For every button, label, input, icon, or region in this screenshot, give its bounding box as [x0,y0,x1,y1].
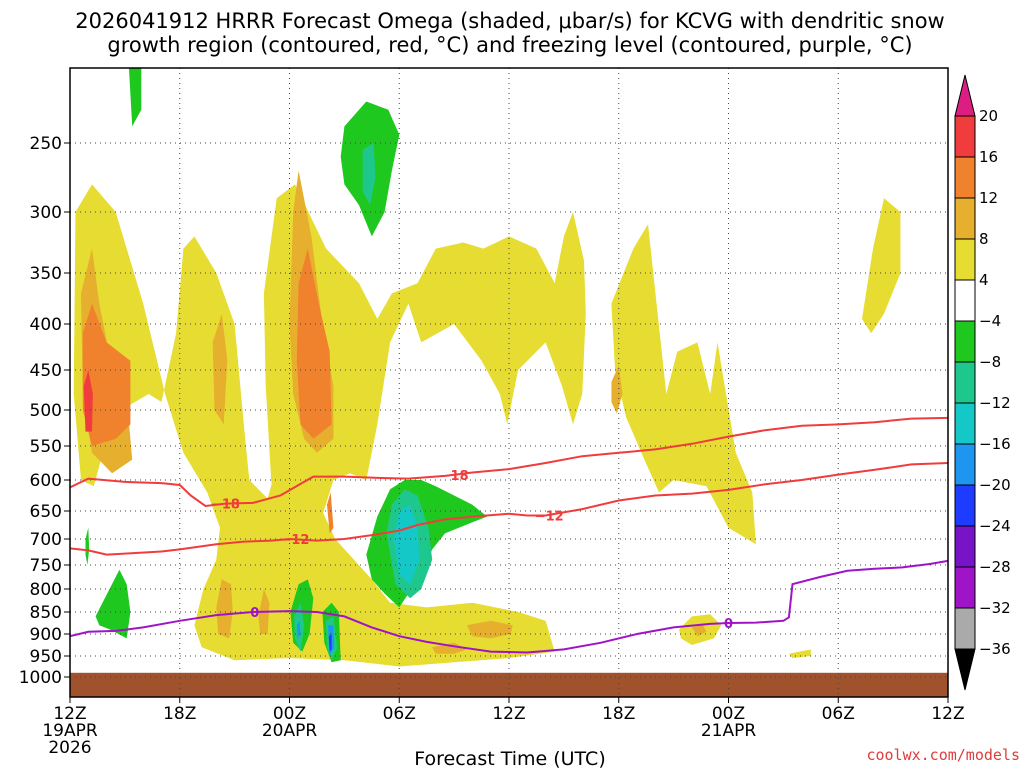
colorbar-tick-label-8: −16 [979,435,1011,453]
x-axis-label: Forecast Time (UTC) [414,748,605,768]
colorbar-tick-label-9: −20 [979,476,1011,494]
contour-label-3: −12 [535,509,564,524]
colorbar-bin-2 [954,156,976,199]
omega-region-4 [862,198,901,334]
omega-region-12 [327,492,334,534]
colorbar-bin-13 [954,607,976,650]
omega-region-4 [263,184,586,560]
omega-region-8 [691,625,707,637]
colorbar-bin-8 [954,402,976,445]
colorbar-bin-5 [954,279,976,322]
colorbar-bin-10 [954,484,976,527]
x-tick-label-36-0: 00Z [712,704,745,724]
terrain-band [70,672,948,697]
omega-region-minus-4 [95,569,131,639]
contour-label-0: −18 [211,498,240,513]
omega-region-4 [788,649,811,659]
colorbar-tick-label-2: 12 [979,189,998,207]
colorbar-bin-12 [954,566,976,609]
colorbar-tick-label-4: 4 [979,271,989,289]
colorbar-tick-label-13: −36 [979,640,1011,658]
omega-region-12 [82,303,131,446]
y-tick-label-400: 400 [30,315,62,335]
colorbar-bin-9 [954,443,976,486]
y-tick-label-1000: 1000 [19,668,62,688]
y-tick-label-250: 250 [30,134,62,154]
omega-region-4 [611,224,756,545]
colorbar-tick-label-0: 20 [979,107,998,125]
colorbar-bin-7 [954,361,976,404]
colorbar-tick-label-3: 8 [979,230,989,248]
chart-title-line-1: 2026041912 HRRR Forecast Omega (shaded, … [75,9,944,33]
omega-region-16 [83,370,93,432]
colorbar-bin-6 [954,320,976,363]
contour-label-2: −12 [280,533,309,548]
colorbar-bin-3 [954,197,976,240]
y-tick-label-450: 450 [30,361,62,381]
x-tick-label-18-0: 06Z [383,704,416,724]
x-tick-label-24-0: 12Z [492,704,525,724]
colorbar-tick-label-7: −12 [979,394,1011,412]
colorbar-tick-label-12: −32 [979,599,1011,617]
x-tick-label-36-1: 21APR [701,721,757,741]
x-tick-label-42-0: 06Z [822,704,855,724]
omega-region-minus-4 [128,68,142,127]
colorbar-bin-0 [954,74,976,117]
y-tick-label-350: 350 [30,264,62,284]
y-tick-label-750: 750 [30,556,62,576]
contour-0-2 [70,559,948,654]
colorbar-tick-label-5: −4 [979,312,1001,330]
y-tick-label-850: 850 [30,603,62,623]
x-tick-label-12-1: 20APR [262,721,318,741]
colorbar-bin-4 [954,238,976,281]
omega-region-8 [216,579,233,639]
colorbar-tick-label-10: −24 [979,517,1011,535]
y-tick-label-950: 950 [30,647,62,667]
x-tick-label-0-1: 19APR [42,721,98,741]
contour-label-1: −18 [440,469,469,484]
omega-region-8 [466,620,513,639]
omega-region-8 [432,642,467,654]
contour-minus-18-0 [70,416,948,508]
omega-region-8 [611,365,623,414]
colorbar-tick-label-11: −28 [979,558,1011,576]
contour-label-4: 0 [250,606,259,621]
x-tick-label-12-0: 00Z [273,704,306,724]
colorbar-bin-14 [954,648,976,691]
colorbar-tick-label-1: 16 [979,148,998,166]
contour-label-5: 0 [724,617,733,632]
omega-region-4 [73,184,555,667]
y-tick-label-600: 600 [30,471,62,491]
omega-region-minus-20 [328,634,332,652]
x-tick-label-48-0: 12Z [931,704,964,724]
colorbar-tick-label-6: −8 [979,353,1001,371]
colorbar: 20 16 12 8 4 −4 −8 −12 −16 −20 −24 −28 −32 −36 [954,74,1011,691]
omega-region-8 [212,313,228,425]
y-tick-label-300: 300 [30,203,62,223]
x-tick-label-0-2: 2026 [48,738,91,758]
chart-title-line-2: growth region (contoured, red, °C) and f… [107,33,912,57]
y-tick-label-500: 500 [30,401,62,421]
credit-text: coolwx.com/models [866,746,1020,764]
y-tick-label-550: 550 [30,437,62,457]
y-tick-label-800: 800 [30,580,62,600]
colorbar-bin-1 [954,115,976,158]
omega-region-minus-8 [362,143,376,206]
x-tick-label-6-0: 18Z [163,704,196,724]
colorbar-bin-11 [954,525,976,568]
y-tick-label-650: 650 [30,502,62,522]
plot-inner: −18 −18 −12 −12 0 0 [70,68,948,697]
x-tick-label-0-0: 12Z [53,704,86,724]
omega-region-12 [296,248,332,439]
x-tick-label-30-0: 18Z [602,704,635,724]
contour-minus-12-1 [70,462,948,556]
omega-region-minus-16 [296,620,301,639]
omega-region-minus-12 [393,504,420,585]
omega-region-minus-4 [85,527,90,565]
y-tick-label-700: 700 [30,530,62,550]
y-tick-label-900: 900 [30,625,62,645]
plot-area: −18 −18 −12 −12 0 0 250 300 350 400 450 500 550 600 65… [19,67,965,758]
